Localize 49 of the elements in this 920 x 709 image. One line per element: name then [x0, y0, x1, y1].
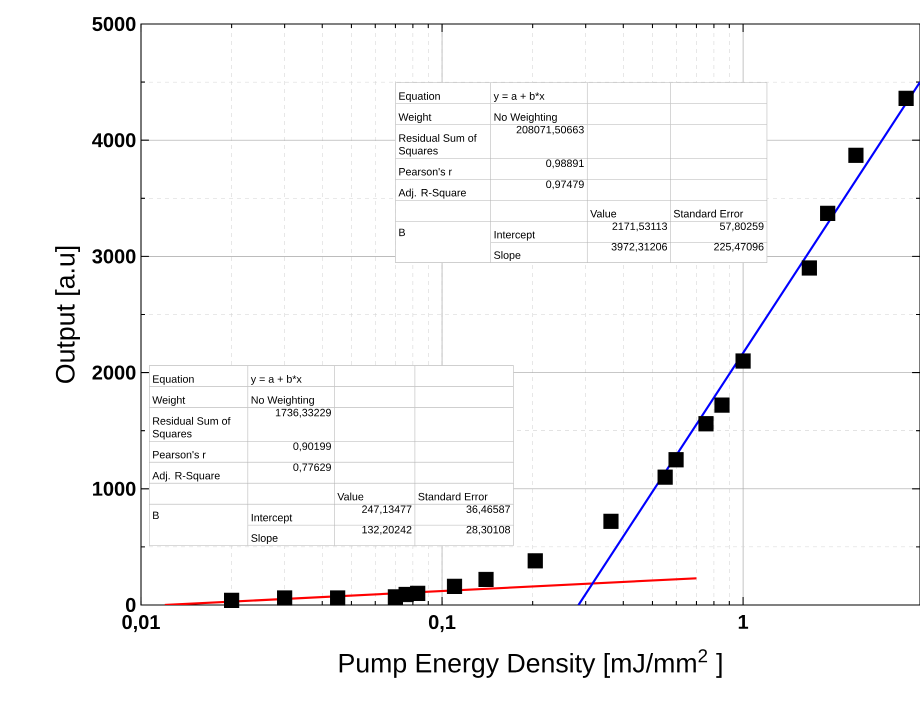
y-tick-label: 2000 — [92, 366, 136, 380]
y-tick-label: 4000 — [92, 133, 136, 148]
annotation: 0,98891 — [546, 160, 584, 168]
annotation: 28,30108 — [466, 526, 510, 535]
annotation: Residual Sum of Squares — [152, 416, 230, 440]
annotation: y = a + b*x — [494, 92, 545, 102]
annotation: 132,20242 — [362, 526, 412, 535]
annotation: Equation — [153, 374, 194, 385]
annotation: No Weighting — [252, 396, 314, 406]
y-tick-label: 5000 — [92, 16, 136, 32]
annotation: 0,90199 — [293, 442, 331, 452]
annotation: 225,47096 — [714, 242, 764, 252]
annotation: B — [153, 512, 159, 520]
annotation: Slope — [494, 251, 520, 262]
annotation: Pearson's r — [153, 450, 206, 458]
annotation: Intercept — [252, 514, 292, 524]
annotation: Standard Error — [674, 210, 744, 218]
annotation: Value — [337, 492, 364, 500]
annotation: Equation — [399, 92, 440, 102]
annotation: Standard Error — [418, 492, 488, 500]
annotation: 208071,50663 — [516, 126, 584, 135]
y-tick-label: 0 — [126, 598, 136, 612]
annotation: Adj. R-Square — [398, 188, 466, 199]
annotation: No Weighting — [494, 112, 557, 123]
annotation: Slope — [251, 534, 278, 544]
annotation: Adj. R-Square — [152, 472, 220, 482]
annotation: 0,77629 — [293, 463, 331, 472]
x-axis-title: Pump Energy Density [mJ/mm$^{2}$ ] — [340, 649, 722, 678]
annotation: y = a + b*x — [250, 374, 302, 385]
annotation: Pearson's r — [399, 168, 452, 176]
annotation: 247,13477 — [362, 505, 412, 514]
x-tick-label: 1 — [738, 615, 748, 629]
annotation: 3972,31206 — [612, 242, 667, 252]
y-tick-label: 3000 — [92, 249, 136, 264]
annotation: 36,46587 — [466, 505, 510, 514]
y-axis-title: Output [a.u] — [55, 246, 80, 383]
annotation: Value — [590, 210, 616, 218]
annotation: Weight — [398, 112, 432, 123]
annotation: 0,97479 — [546, 180, 584, 190]
annotation: 1736,33229 — [276, 408, 331, 418]
x-tick-label: 0,01 — [122, 615, 160, 632]
x-tick-label: 0,1 — [428, 615, 456, 632]
annotation: Intercept — [494, 231, 536, 241]
annotation: 57,80259 — [720, 222, 764, 232]
annotation: 2171,53113 — [612, 222, 667, 232]
annotation: Residual Sum of Squares — [398, 134, 477, 157]
annotation: B — [399, 228, 405, 236]
annotation: Weight — [152, 396, 186, 406]
y-tick-label: 1000 — [93, 482, 136, 496]
